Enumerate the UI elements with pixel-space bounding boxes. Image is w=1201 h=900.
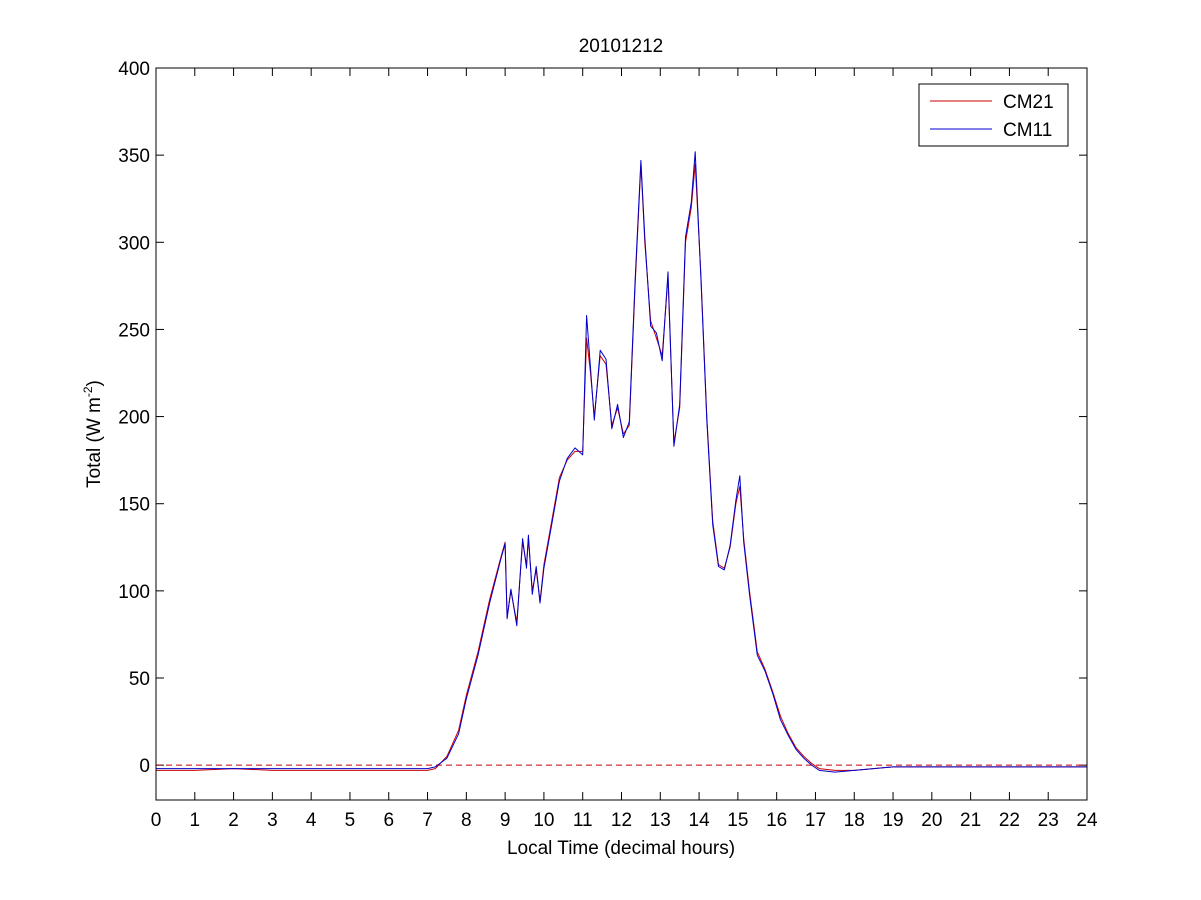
x-tick-label: 19 — [882, 810, 903, 831]
legend-box — [918, 83, 1069, 147]
y-tick-label: 300 — [118, 233, 150, 254]
x-tick-label: 20 — [921, 810, 942, 831]
x-tick-label: 11 — [573, 810, 593, 831]
x-tick-label: 3 — [267, 810, 278, 831]
x-tick-label: 22 — [999, 810, 1020, 831]
x-tick-label: 24 — [1076, 810, 1098, 831]
legend: CM21 CM11 — [918, 83, 1069, 147]
chart-title: 20101212 — [579, 36, 664, 57]
x-tick-label: 9 — [500, 810, 511, 831]
x-tick-label: 7 — [422, 810, 433, 831]
series-lines — [156, 151, 1087, 773]
series-line-cm21 — [156, 163, 1087, 771]
y-tick-label: 0 — [139, 756, 150, 777]
x-tick-label: 16 — [766, 810, 787, 831]
y-tick-label: 50 — [129, 669, 150, 690]
y-tick-label: 100 — [118, 582, 150, 603]
x-tick-label: 13 — [650, 810, 671, 831]
y-tick-label: 250 — [118, 320, 150, 341]
x-tick-label: 8 — [461, 810, 472, 831]
x-tick-label: 2 — [228, 810, 239, 831]
x-tick-label: 5 — [345, 810, 356, 831]
y-axis-label-close: ) — [84, 380, 105, 386]
axis-ticks — [155, 67, 1088, 800]
y-axis-label: Total (W m-2) — [81, 380, 105, 488]
x-tick-label: 18 — [844, 810, 865, 831]
x-axis-label: Local Time (decimal hours) — [507, 838, 735, 859]
x-tick-label: 1 — [190, 810, 201, 831]
y-tick-label: 350 — [118, 146, 150, 167]
x-tick-label: 6 — [383, 810, 394, 831]
plot-area-frame — [155, 67, 1088, 801]
x-tick-label: 15 — [727, 810, 748, 831]
y-tick-labels: 0 50 100 150 200 250 300 350 400 — [118, 59, 150, 777]
y-axis-label-main: Total (W m — [84, 397, 105, 488]
x-tick-labels: 0 1 2 3 4 5 6 7 8 9 10 11 12 13 14 15 16 17 18 19 20 21 22 23 24 — [151, 810, 1098, 831]
x-tick-label: 17 — [805, 810, 826, 831]
x-tick-label: 12 — [611, 810, 632, 831]
x-tick-label: 21 — [960, 810, 981, 831]
y-tick-label: 150 — [118, 495, 150, 516]
legend-label-cm21: CM21 — [1003, 92, 1054, 113]
y-axis-label-superscript: -2 — [81, 386, 95, 397]
x-tick-label: 14 — [689, 810, 711, 831]
legend-label-cm11: CM11 — [1003, 120, 1052, 141]
series-line-cm11 — [156, 151, 1087, 773]
x-tick-label: 0 — [151, 810, 162, 831]
y-tick-label: 400 — [118, 59, 150, 80]
x-tick-label: 23 — [1038, 810, 1059, 831]
y-tick-label: 200 — [118, 408, 150, 429]
x-tick-label: 4 — [306, 810, 317, 831]
x-tick-label: 10 — [533, 810, 554, 831]
